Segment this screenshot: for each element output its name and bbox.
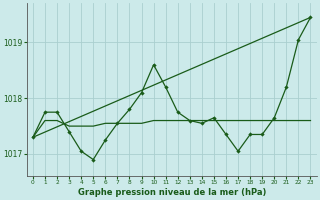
X-axis label: Graphe pression niveau de la mer (hPa): Graphe pression niveau de la mer (hPa) bbox=[77, 188, 266, 197]
